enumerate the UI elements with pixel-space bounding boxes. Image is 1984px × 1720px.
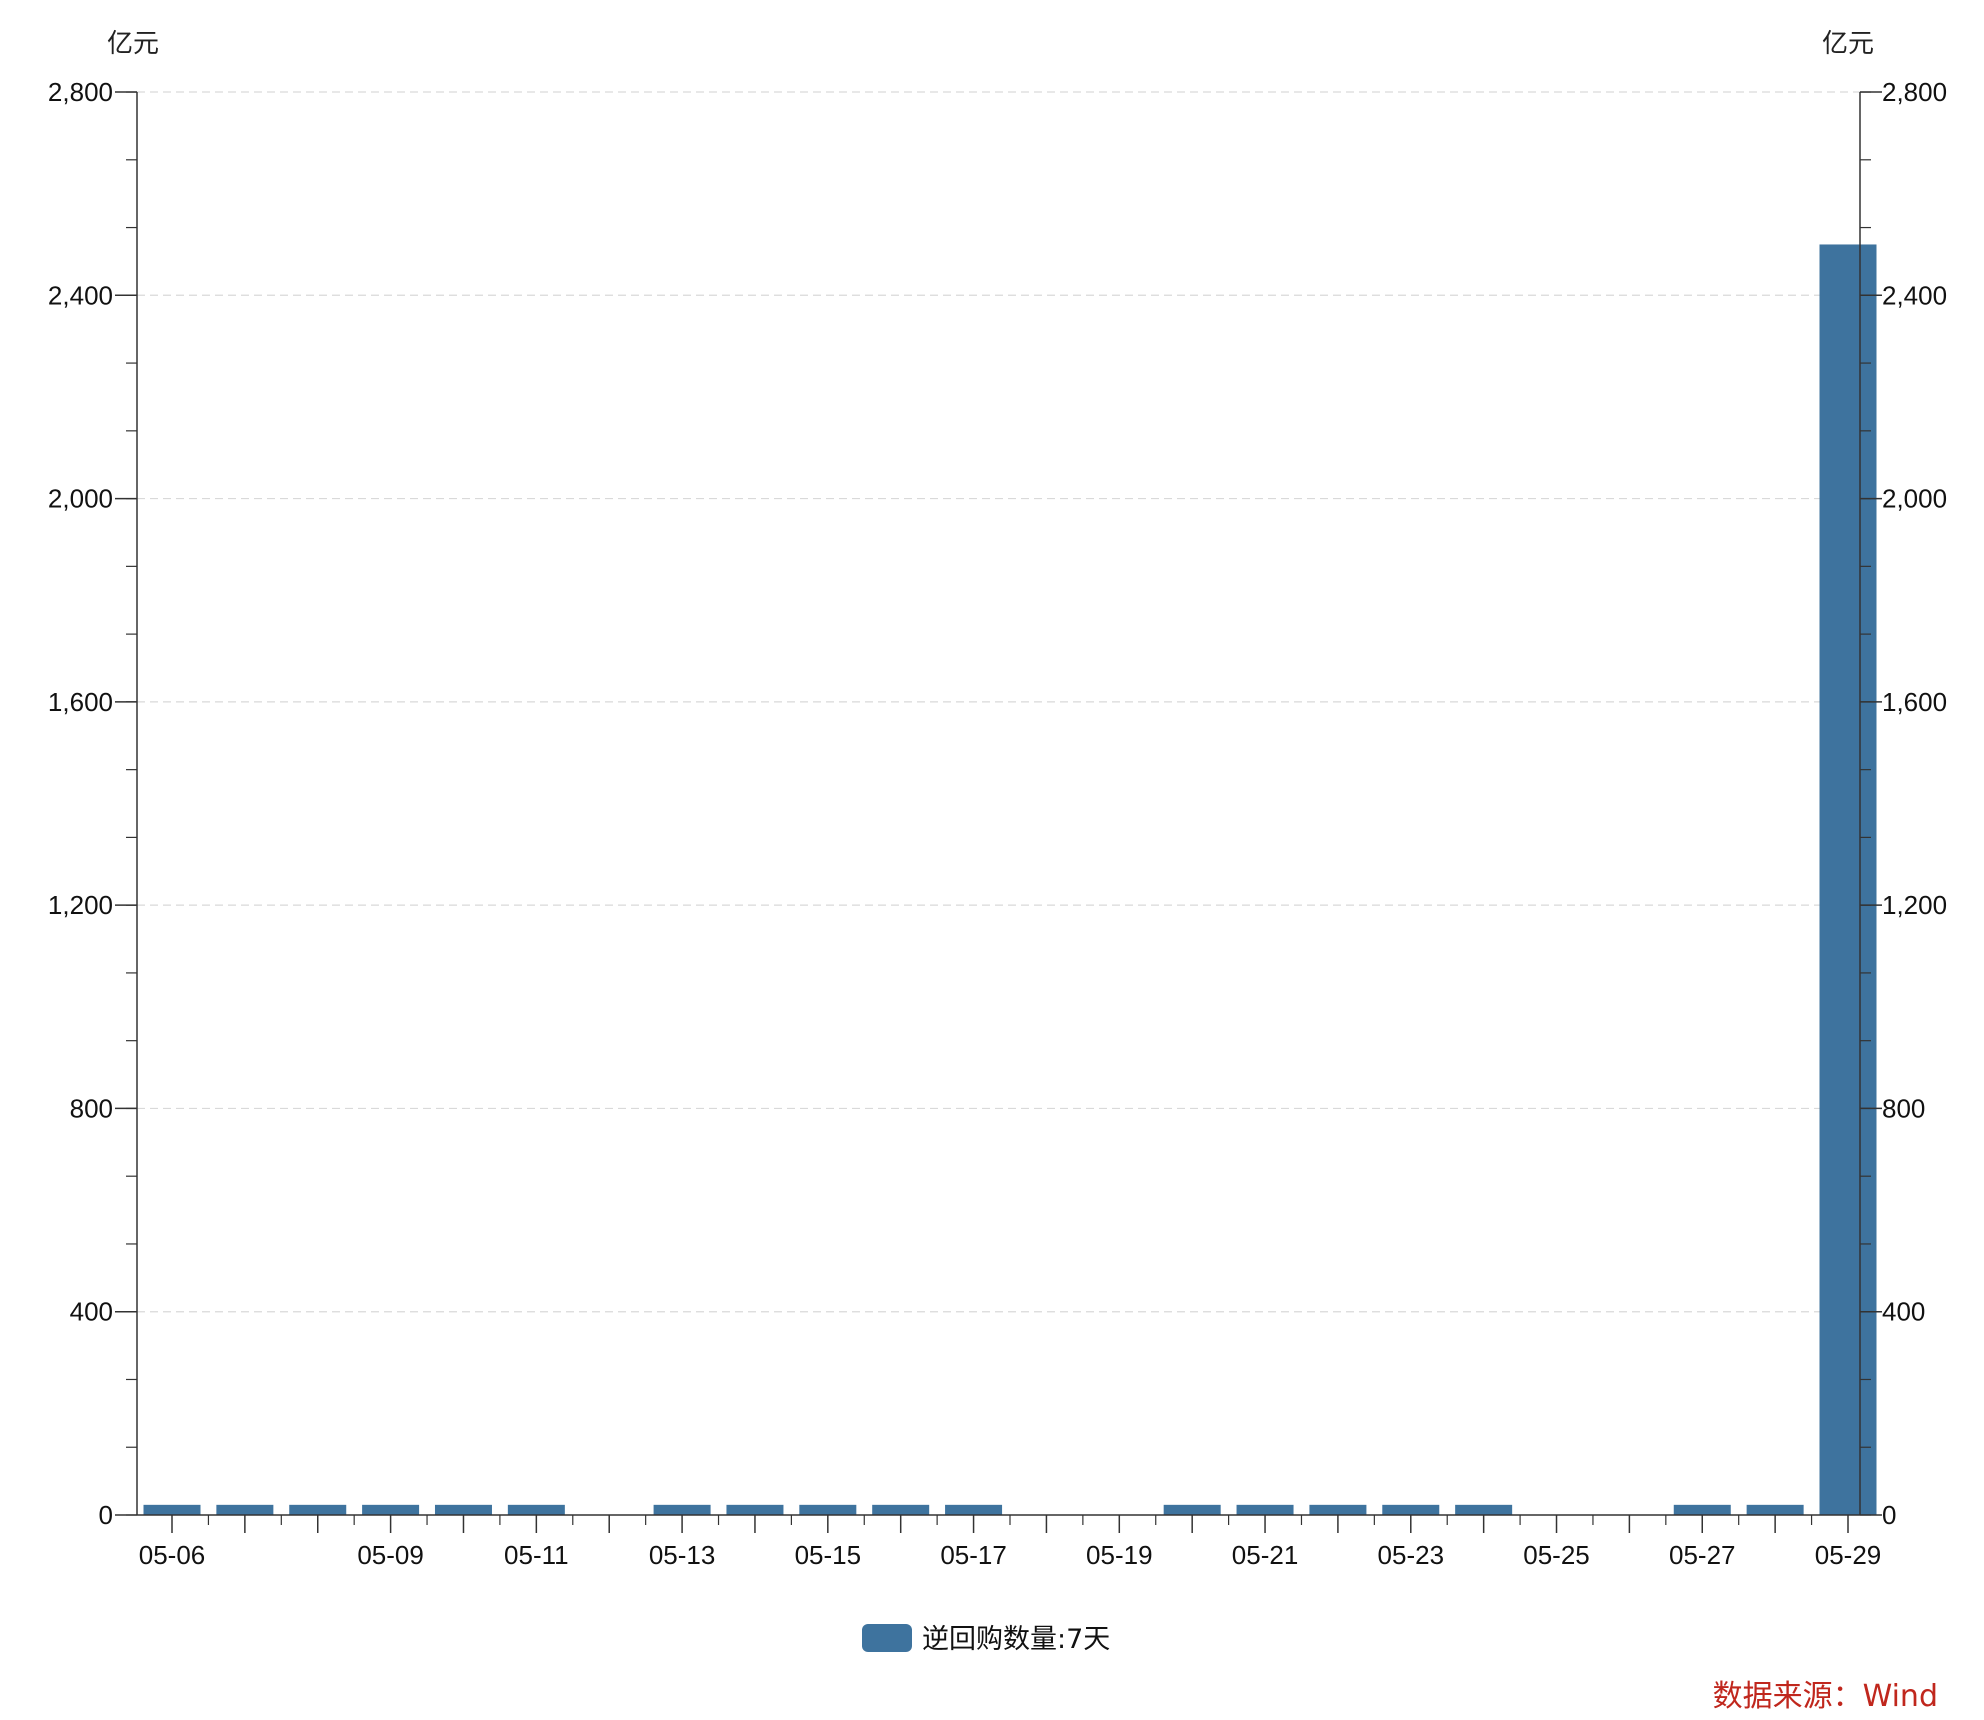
y-unit-left: 亿元 xyxy=(107,29,159,59)
y-tick-label-left: 2,000 xyxy=(48,484,113,514)
y-tick-label-right: 800 xyxy=(1882,1093,1925,1123)
bar xyxy=(1746,1504,1804,1515)
grid-lines xyxy=(137,91,1860,1313)
bar xyxy=(216,1504,274,1515)
y-tick-label-left: 1,200 xyxy=(48,890,113,920)
y-tick-label-left: 2,400 xyxy=(48,280,113,310)
bar xyxy=(653,1504,711,1515)
bar xyxy=(1163,1504,1221,1515)
bar xyxy=(1819,244,1877,1516)
x-tick-label: 05-13 xyxy=(649,1540,716,1570)
y-tick-label-right: 2,800 xyxy=(1882,77,1947,107)
bar xyxy=(143,1504,201,1515)
legend-label: 逆回购数量:7天 xyxy=(922,1624,1110,1655)
y-unit-right: 亿元 xyxy=(1822,29,1874,59)
bar xyxy=(872,1504,930,1515)
bar xyxy=(507,1504,565,1515)
bar xyxy=(289,1504,347,1515)
bar xyxy=(726,1504,784,1515)
x-tick-label: 05-23 xyxy=(1378,1540,1445,1570)
y-tick-label-right: 1,200 xyxy=(1882,890,1947,920)
bar xyxy=(362,1504,420,1515)
x-tick-label: 05-06 xyxy=(139,1540,206,1570)
x-ticks: 05-06 05-09 05-11 05-13 05-15 05-17 05-19 05-21… xyxy=(139,1515,1882,1570)
y-tick-label-left: 400 xyxy=(70,1297,113,1327)
x-tick-label: 05-11 xyxy=(504,1540,569,1570)
bar xyxy=(1455,1504,1513,1515)
y-tick-label-right: 1,600 xyxy=(1882,687,1947,717)
bar xyxy=(434,1504,492,1515)
legend-swatch xyxy=(862,1624,912,1652)
axes xyxy=(136,92,1861,1516)
legend[interactable]: 逆回购数量:7天 xyxy=(862,1624,1110,1655)
data-source: 数据来源：Wind xyxy=(1713,1679,1938,1714)
x-tick-label: 05-21 xyxy=(1232,1540,1299,1570)
x-tick-label: 05-29 xyxy=(1815,1540,1882,1570)
y-tick-label-left: 800 xyxy=(70,1093,113,1123)
x-tick-label: 05-09 xyxy=(357,1540,424,1570)
x-tick-label: 05-15 xyxy=(795,1540,862,1570)
y-tick-label-right: 2,400 xyxy=(1882,280,1947,310)
x-tick-label: 05-17 xyxy=(940,1540,1007,1570)
bar xyxy=(1309,1504,1367,1515)
bar xyxy=(945,1504,1003,1515)
x-tick-label: 05-19 xyxy=(1086,1540,1153,1570)
y-tick-label-left: 0 xyxy=(99,1500,113,1530)
y-tick-label-right: 400 xyxy=(1882,1297,1925,1327)
bar xyxy=(1236,1504,1294,1515)
x-tick-label: 05-25 xyxy=(1523,1540,1590,1570)
y-tick-label-left: 2,800 xyxy=(48,77,113,107)
bar xyxy=(1382,1504,1440,1515)
bar xyxy=(1673,1504,1731,1515)
bar xyxy=(799,1504,857,1515)
y-tick-label-left: 1,600 xyxy=(48,687,113,717)
bar-series xyxy=(143,244,1877,1516)
y-ticks: 0 0 400 400 800 800 1,200 1,200 1,600 1,600 2,000 2… xyxy=(48,77,1947,1530)
y-tick-label-right: 0 xyxy=(1882,1500,1896,1530)
y-tick-label-right: 2,000 xyxy=(1882,484,1947,514)
x-tick-label: 05-27 xyxy=(1669,1540,1736,1570)
